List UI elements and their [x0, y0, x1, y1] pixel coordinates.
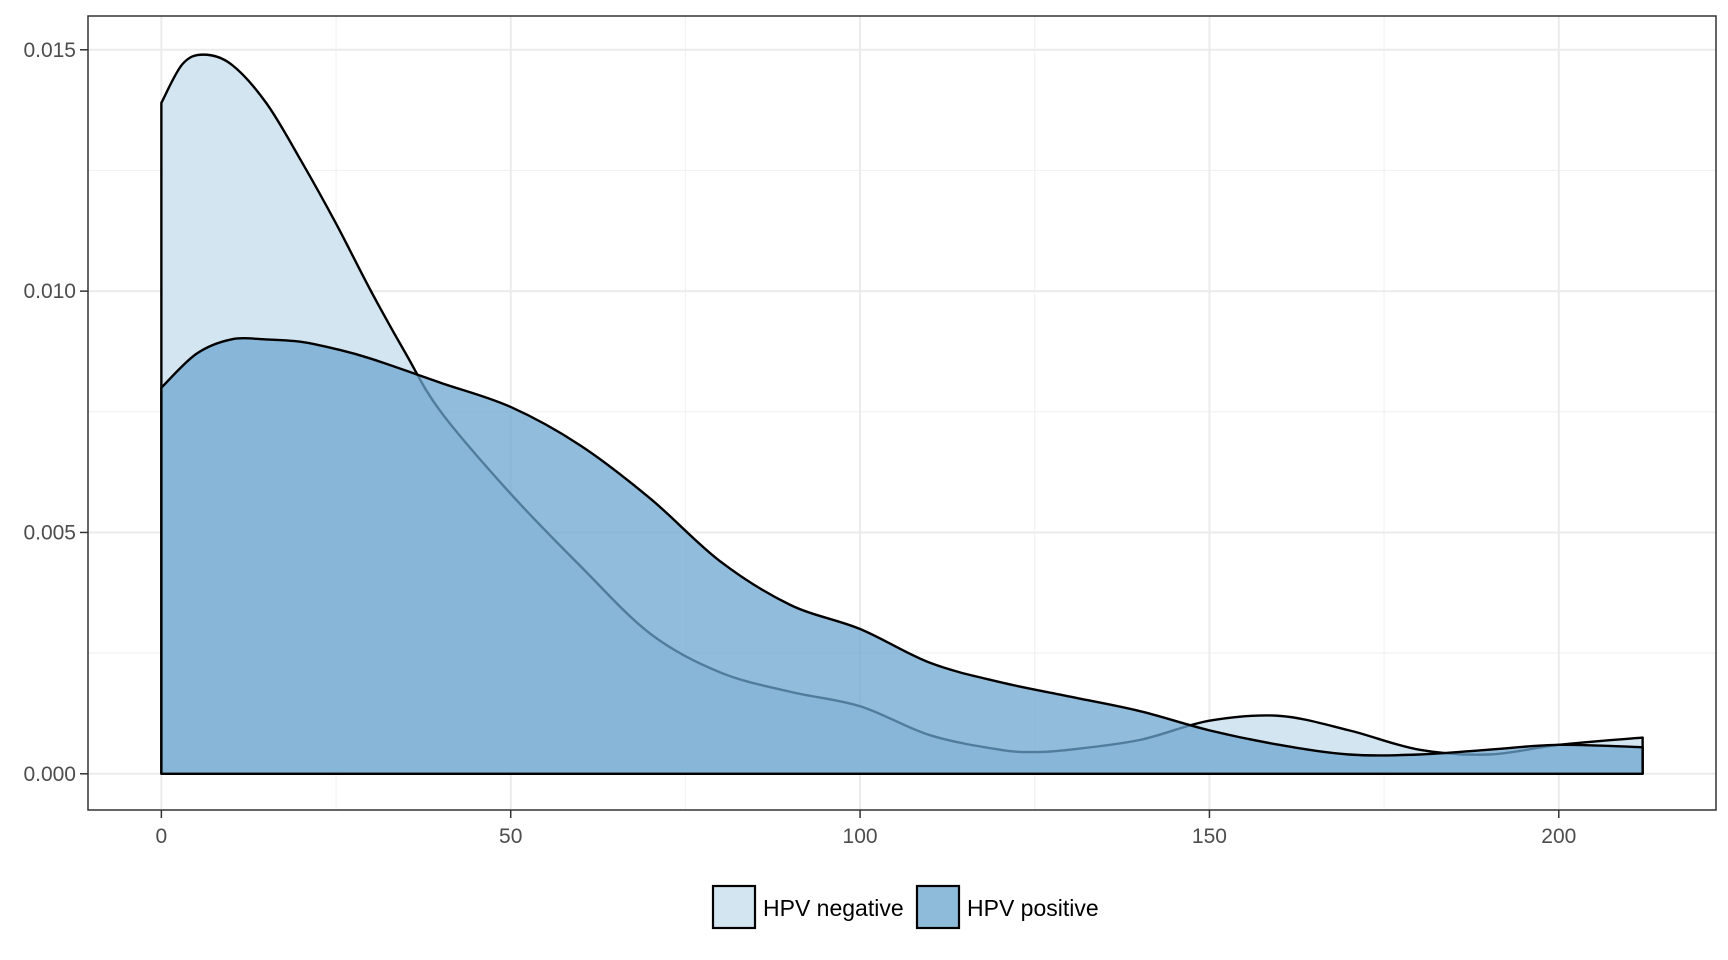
x-tick-label: 0 — [156, 825, 168, 848]
density-area-hpv-positive — [160, 337, 1644, 775]
y-tick-label: 0.015 — [23, 39, 76, 62]
legend-label-hpv-negative: HPV negative — [763, 895, 904, 921]
legend-label-hpv-positive: HPV positive — [967, 895, 1099, 921]
plot-panel-border — [87, 15, 1717, 811]
legend-key-hpv-negative — [711, 884, 757, 930]
x-tick-label: 200 — [1541, 825, 1576, 848]
y-tick-label: 0.000 — [23, 763, 76, 786]
legend-item-hpv-negative: HPV negative — [711, 884, 904, 930]
x-tick-label: 100 — [843, 825, 878, 848]
y-tick-label: 0.010 — [23, 280, 76, 303]
legend-item-hpv-positive: HPV positive — [915, 884, 1099, 930]
legend-key-hpv-positive — [915, 884, 961, 930]
y-tick-label: 0.005 — [23, 521, 76, 544]
legend: HPV negative HPV positive — [711, 884, 1099, 930]
density-areas — [160, 53, 1644, 775]
grid-minor — [88, 16, 1716, 810]
x-tick-label: 50 — [499, 825, 522, 848]
x-tick-label: 150 — [1192, 825, 1227, 848]
x-axis: 0 50 100 150 200 — [156, 810, 1576, 848]
y-axis: 0.000 0.005 0.010 0.015 — [23, 39, 88, 786]
